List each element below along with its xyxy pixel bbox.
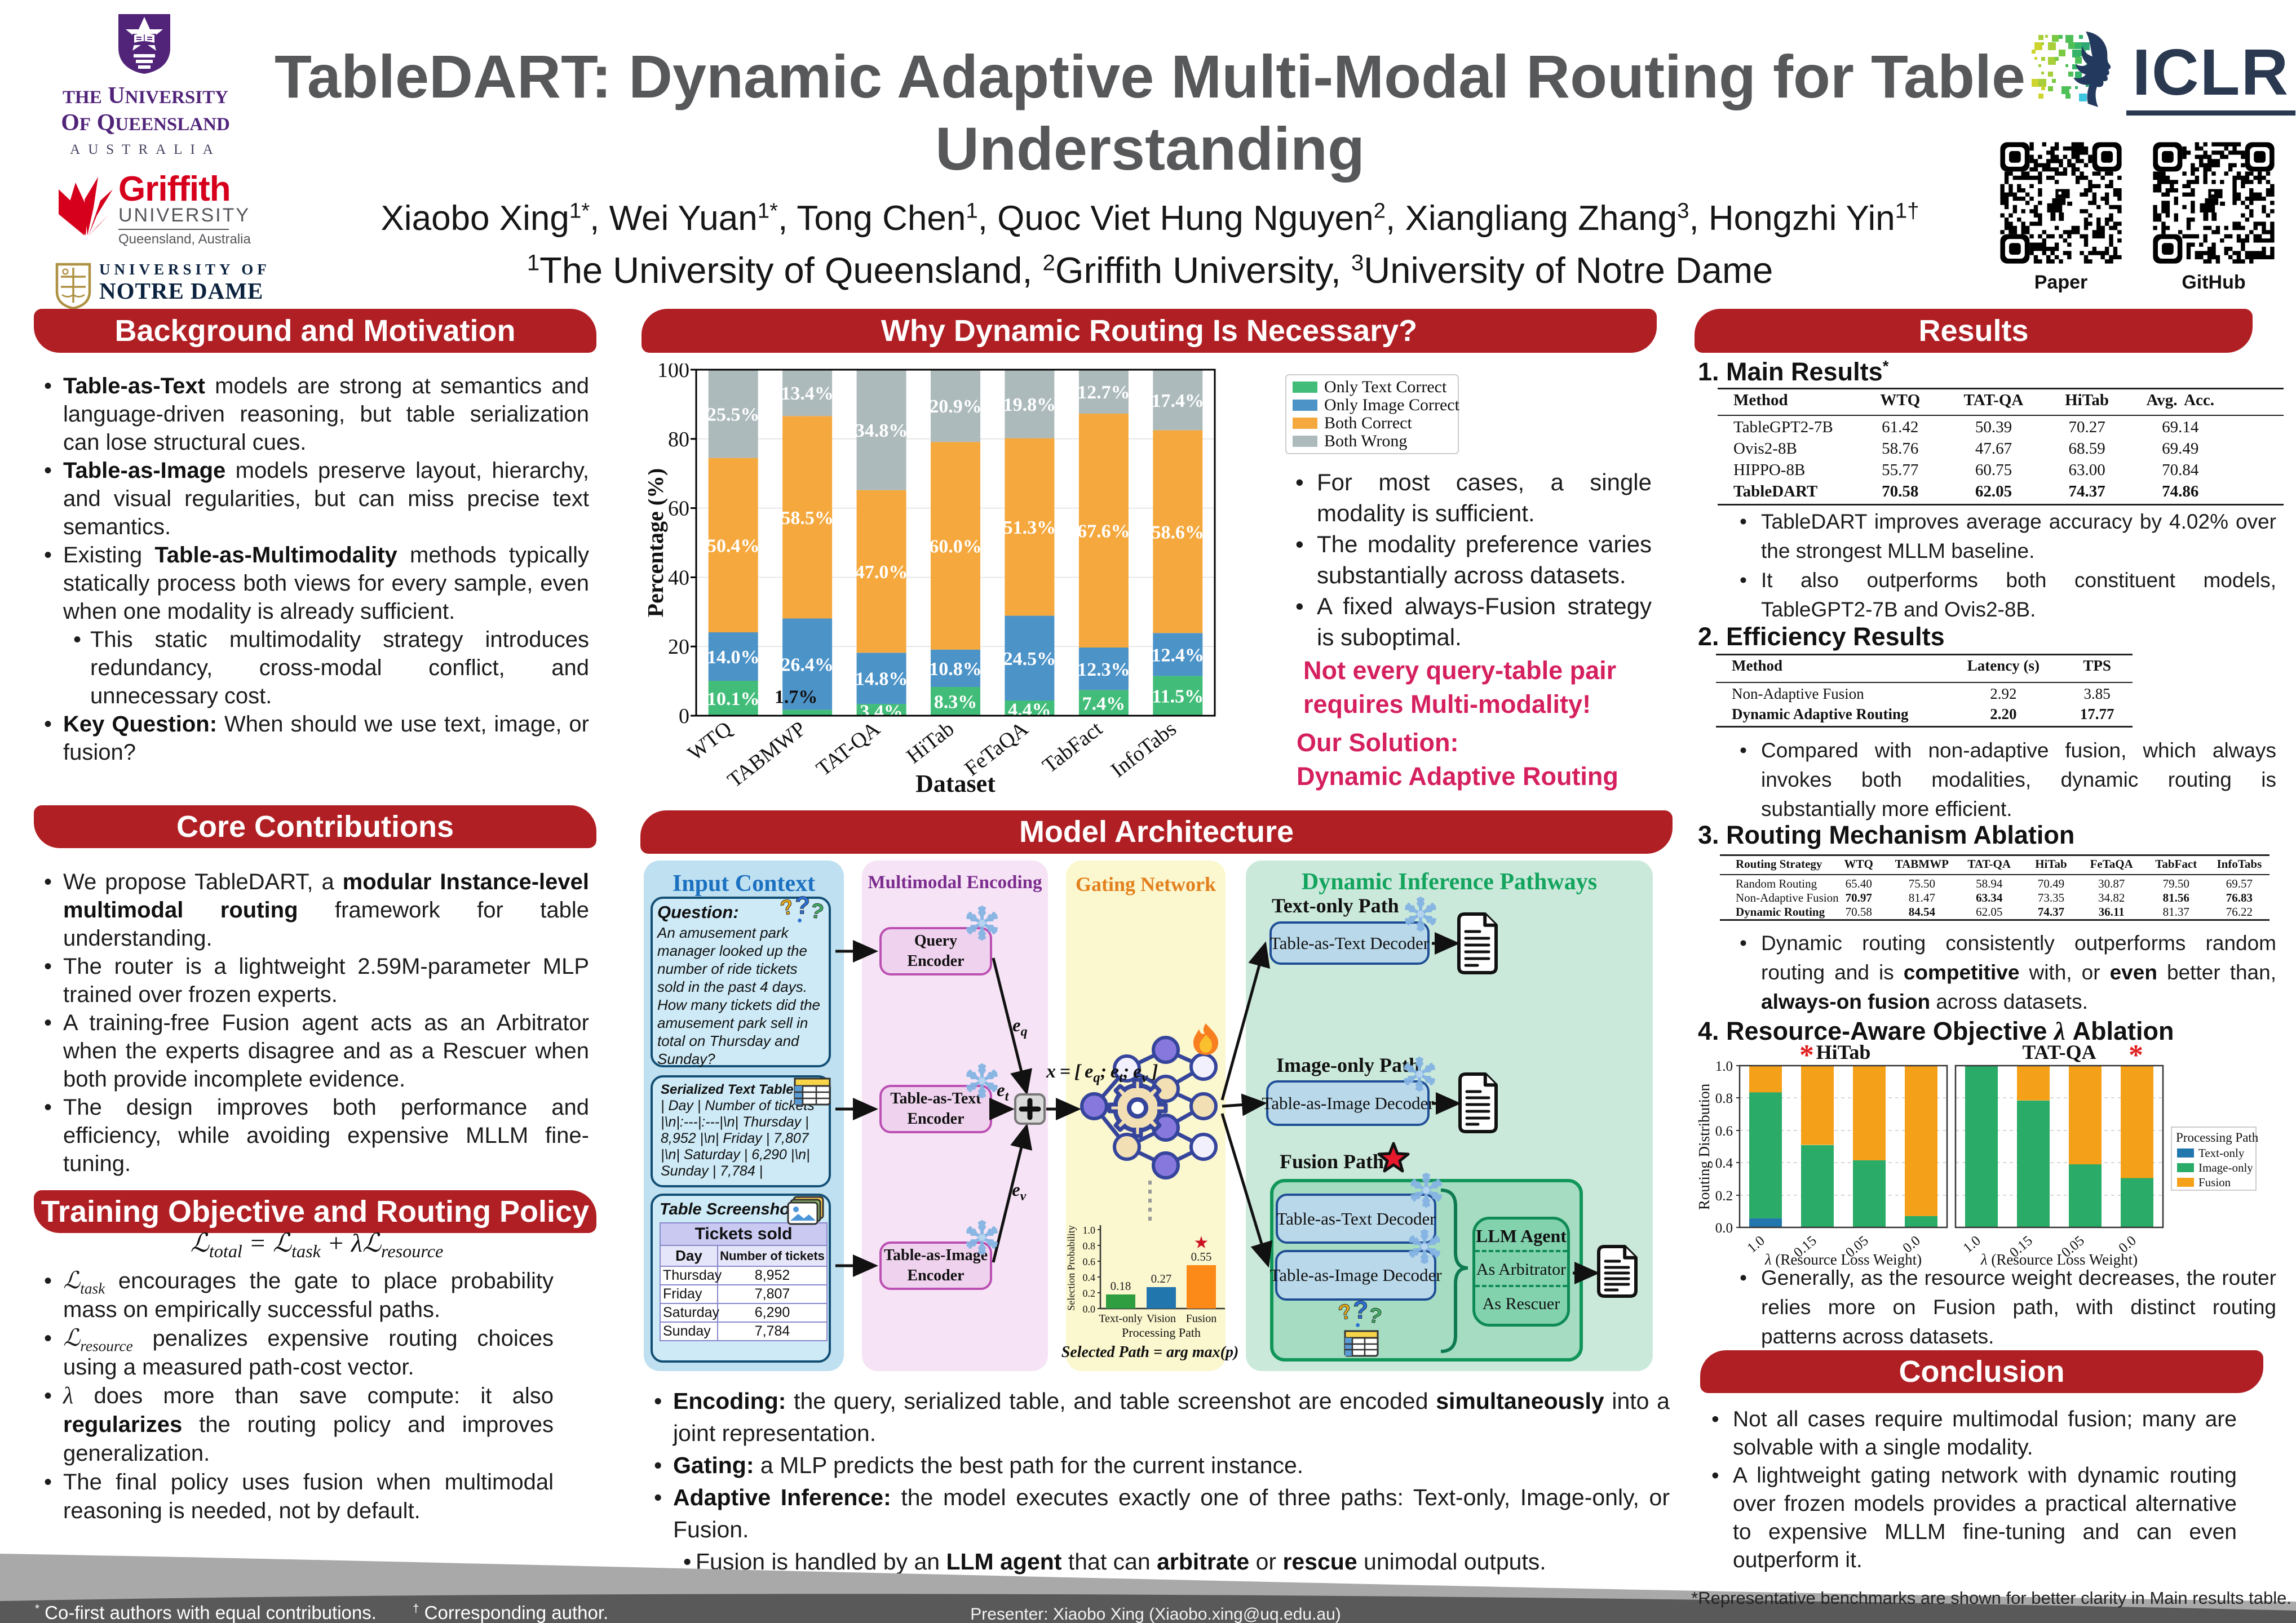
svg-text:Processing Path: Processing Path bbox=[2176, 1130, 2259, 1145]
svg-text:0.8: 0.8 bbox=[1715, 1091, 1733, 1106]
svg-text:Vision: Vision bbox=[1147, 1312, 1176, 1325]
svg-text:Dataset: Dataset bbox=[915, 770, 996, 797]
svg-text:58.5%: 58.5% bbox=[781, 508, 834, 529]
svg-text:?: ? bbox=[1366, 1302, 1384, 1328]
svg-text:?: ? bbox=[778, 894, 796, 920]
svg-text:26.4%: 26.4% bbox=[781, 655, 834, 676]
svg-text:1.0: 1.0 bbox=[1715, 1059, 1733, 1074]
svg-text:★: ★ bbox=[1194, 1234, 1209, 1252]
svg-text:3.4%: 3.4% bbox=[860, 702, 903, 722]
svg-text:25.5%: 25.5% bbox=[707, 404, 760, 425]
svg-text:?: ? bbox=[795, 892, 810, 920]
svg-text:Only Text Correct: Only Text Correct bbox=[1324, 378, 1447, 396]
svg-text:0.2: 0.2 bbox=[1083, 1288, 1096, 1299]
svg-text:0.0: 0.0 bbox=[1715, 1221, 1733, 1236]
svg-text:40: 40 bbox=[668, 566, 689, 589]
svg-text:10.8%: 10.8% bbox=[929, 659, 982, 680]
svg-text:47.0%: 47.0% bbox=[855, 562, 908, 583]
svg-text:100: 100 bbox=[657, 363, 689, 382]
svg-text:Percentage (%): Percentage (%) bbox=[648, 468, 668, 618]
svg-text:?: ? bbox=[1353, 1297, 1368, 1324]
svg-text:Both Wrong: Both Wrong bbox=[1324, 432, 1407, 450]
svg-text:17.4%: 17.4% bbox=[1152, 391, 1204, 411]
svg-text:*: * bbox=[2129, 1040, 2143, 1071]
svg-text:11.5%: 11.5% bbox=[1152, 686, 1204, 707]
svg-text:0.6: 0.6 bbox=[1715, 1124, 1733, 1139]
svg-text:13.4%: 13.4% bbox=[781, 383, 834, 404]
svg-text:67.6%: 67.6% bbox=[1077, 521, 1130, 542]
svg-text:Image-only: Image-only bbox=[2198, 1161, 2253, 1174]
svg-text:8.3%: 8.3% bbox=[934, 692, 977, 713]
svg-text:x = [ eq; et; ev ]: x = [ eq; et; ev ] bbox=[1046, 1061, 1158, 1085]
svg-text:Fusion: Fusion bbox=[2198, 1176, 2231, 1189]
svg-text:14.0%: 14.0% bbox=[707, 647, 760, 668]
svg-text:TABMWP: TABMWP bbox=[723, 717, 811, 792]
svg-text:58.6%: 58.6% bbox=[1152, 522, 1204, 543]
svg-text:1.0: 1.0 bbox=[1083, 1225, 1096, 1236]
svg-text:60.0%: 60.0% bbox=[929, 536, 982, 557]
svg-text:Text-only: Text-only bbox=[1099, 1312, 1142, 1325]
svg-text:Processing Path: Processing Path bbox=[1122, 1325, 1201, 1340]
svg-text:0.0: 0.0 bbox=[1083, 1303, 1096, 1315]
svg-text:0.55: 0.55 bbox=[1191, 1250, 1212, 1263]
svg-text:Routing Distribution: Routing Distribution bbox=[1696, 1083, 1713, 1210]
svg-text:0.2: 0.2 bbox=[1715, 1189, 1733, 1204]
svg-text:TAT-QA: TAT-QA bbox=[2022, 1041, 2096, 1063]
svg-text:4.4%: 4.4% bbox=[1008, 700, 1051, 721]
svg-text:ev: ev bbox=[1012, 1180, 1027, 1204]
svg-text:0.4: 0.4 bbox=[1715, 1156, 1733, 1171]
svg-text:TAT-QA: TAT-QA bbox=[812, 717, 884, 781]
svg-text:19.8%: 19.8% bbox=[1003, 394, 1056, 415]
svg-text:Only Image Correct: Only Image Correct bbox=[1324, 396, 1460, 414]
svg-text:*: * bbox=[1799, 1040, 1814, 1071]
svg-text:1.7%: 1.7% bbox=[775, 687, 818, 708]
svg-text:50.4%: 50.4% bbox=[707, 535, 760, 556]
svg-text:HiTab: HiTab bbox=[902, 717, 958, 768]
svg-text:et: et bbox=[997, 1080, 1010, 1104]
svg-text:HiTab: HiTab bbox=[1816, 1041, 1871, 1063]
svg-text:InfoTabs: InfoTabs bbox=[1107, 717, 1181, 782]
svg-text:Both Correct: Both Correct bbox=[1324, 414, 1412, 432]
svg-text:20.9%: 20.9% bbox=[929, 396, 982, 417]
svg-text:12.4%: 12.4% bbox=[1152, 645, 1204, 666]
svg-text:0.18: 0.18 bbox=[1111, 1279, 1131, 1293]
svg-text:24.5%: 24.5% bbox=[1003, 649, 1056, 669]
svg-text:eq: eq bbox=[1012, 1016, 1028, 1039]
svg-text:51.3%: 51.3% bbox=[1003, 517, 1056, 538]
svg-text:Selection Probability: Selection Probability bbox=[1065, 1225, 1077, 1310]
svg-text:?: ? bbox=[1336, 1298, 1354, 1324]
svg-text:80: 80 bbox=[668, 428, 689, 451]
svg-text:Selected Path = arg max(p): Selected Path = arg max(p) bbox=[1061, 1343, 1239, 1361]
svg-text:1.0: 1.0 bbox=[1745, 1233, 1768, 1256]
svg-text:7.4%: 7.4% bbox=[1082, 693, 1126, 714]
svg-text:0.27: 0.27 bbox=[1151, 1272, 1172, 1285]
svg-text:60: 60 bbox=[668, 497, 689, 521]
svg-text:0.4: 0.4 bbox=[1083, 1272, 1096, 1283]
svg-text:0.8: 0.8 bbox=[1083, 1240, 1096, 1252]
svg-text:0: 0 bbox=[679, 704, 689, 728]
svg-text:TabFact: TabFact bbox=[1038, 717, 1107, 778]
svg-text:14.8%: 14.8% bbox=[855, 669, 908, 690]
svg-text:?: ? bbox=[808, 898, 826, 924]
svg-text:12.7%: 12.7% bbox=[1077, 382, 1130, 403]
svg-text:20: 20 bbox=[668, 635, 689, 659]
svg-text:0.6: 0.6 bbox=[1083, 1256, 1096, 1267]
svg-text:10.1%: 10.1% bbox=[707, 689, 760, 709]
svg-text:WTQ: WTQ bbox=[683, 717, 736, 765]
svg-text:12.3%: 12.3% bbox=[1077, 659, 1130, 680]
svg-text:34.8%: 34.8% bbox=[855, 420, 908, 441]
svg-text:1.0: 1.0 bbox=[1961, 1233, 1984, 1256]
svg-text:Fusion: Fusion bbox=[1186, 1312, 1216, 1325]
svg-text:Text-only: Text-only bbox=[2198, 1146, 2245, 1160]
